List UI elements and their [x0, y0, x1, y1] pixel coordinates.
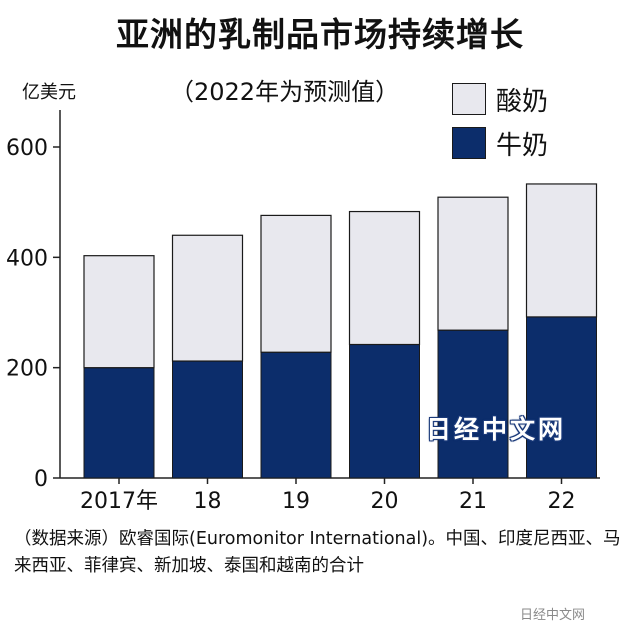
x-tick-label: 2017年 [80, 489, 158, 514]
bar-milk [437, 329, 509, 479]
bar-milk [349, 343, 420, 479]
legend-label-milk: 牛奶 [496, 130, 549, 161]
x-tick-label: 22 [548, 489, 576, 514]
bar-yogurt [437, 196, 509, 331]
stacked-bar-chart: 0 200 400 600 2017年 18 19 20 21 22 [6, 110, 600, 514]
bar-milk [83, 367, 155, 479]
x-tick-label: 19 [282, 489, 310, 514]
x-tick-label: 18 [194, 489, 222, 514]
x-tick-label: 21 [459, 489, 487, 514]
source-note: （数据来源）欧睿国际(Euromonitor International)。中国… [14, 529, 621, 576]
legend-label-yogurt: 酸奶 [496, 86, 549, 117]
chart-title: 亚洲的乳制品市场持续增长 [116, 15, 524, 54]
bar-yogurt [348, 210, 421, 346]
chart-subtitle: （2022年为预测值） [170, 78, 400, 106]
y-tick-label: 600 [6, 136, 48, 161]
bar-milk [172, 360, 243, 479]
legend-swatch-milk [452, 127, 486, 159]
legend: 酸奶 牛奶 [452, 80, 548, 168]
watermark-text: 日经中文网 [426, 415, 567, 444]
bar-milk [526, 316, 597, 479]
bar-yogurt [171, 234, 244, 362]
legend-item-yogurt: 酸奶 [452, 80, 548, 118]
y-tick-label: 400 [6, 246, 48, 271]
y-axis-unit: 亿美元 [22, 82, 76, 103]
bar-milk [260, 351, 332, 479]
bar-yogurt [83, 255, 155, 369]
corner-watermark: 日经中文网 [520, 608, 586, 623]
legend-swatch-yogurt [452, 83, 486, 115]
bar-yogurt [525, 183, 598, 318]
y-tick-label: 0 [34, 467, 48, 492]
legend-item-milk: 牛奶 [452, 124, 548, 162]
bar-yogurt [260, 214, 332, 353]
y-tick-label: 200 [6, 357, 48, 382]
x-tick-label: 20 [371, 489, 399, 514]
